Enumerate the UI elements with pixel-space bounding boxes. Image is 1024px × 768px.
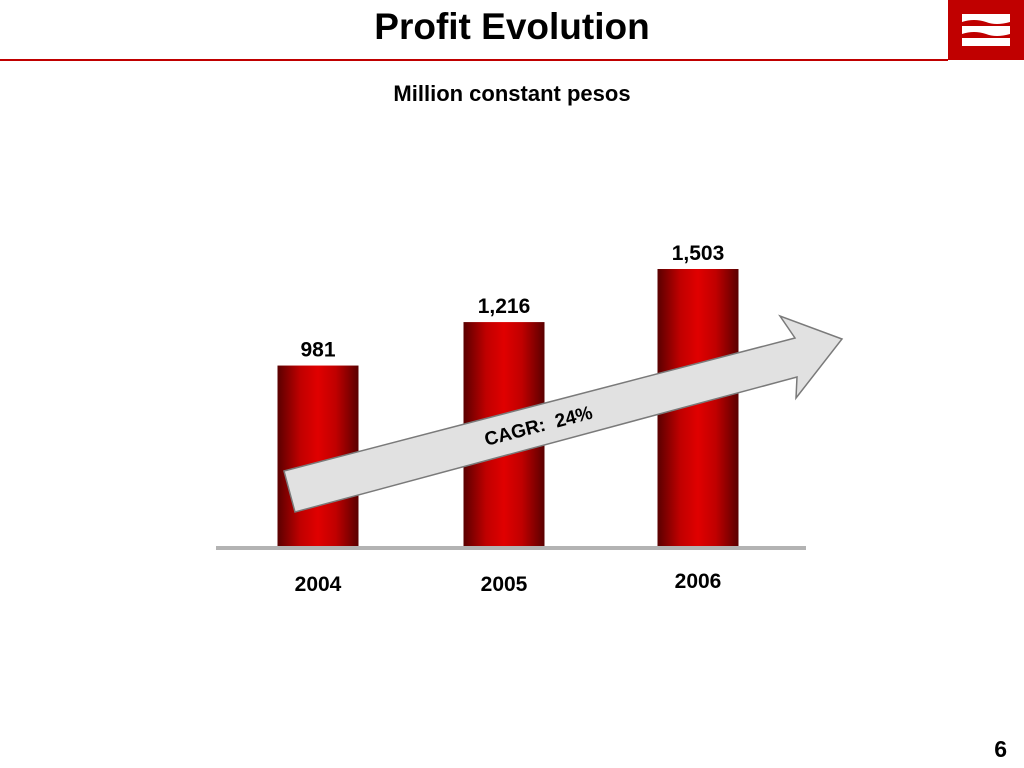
slide-title: Profit Evolution (374, 6, 650, 47)
chart-subtitle: Million constant pesos (393, 81, 631, 106)
data-label-2005: 1,216 (478, 295, 531, 318)
data-label-2004: 981 (300, 339, 335, 362)
x-tick-label-2006: 2006 (675, 570, 722, 593)
x-tick-label-2005: 2005 (481, 573, 528, 596)
cagr-arrow: CAGR: 24% (283, 314, 844, 513)
bank-logo-icon (948, 0, 1024, 60)
data-label-2006: 1,503 (672, 242, 725, 265)
title-divider (0, 59, 948, 61)
page-number: 6 (994, 736, 1007, 762)
cagr-arrow-shape (283, 314, 844, 513)
x-tick-label-2004: 2004 (295, 573, 342, 596)
